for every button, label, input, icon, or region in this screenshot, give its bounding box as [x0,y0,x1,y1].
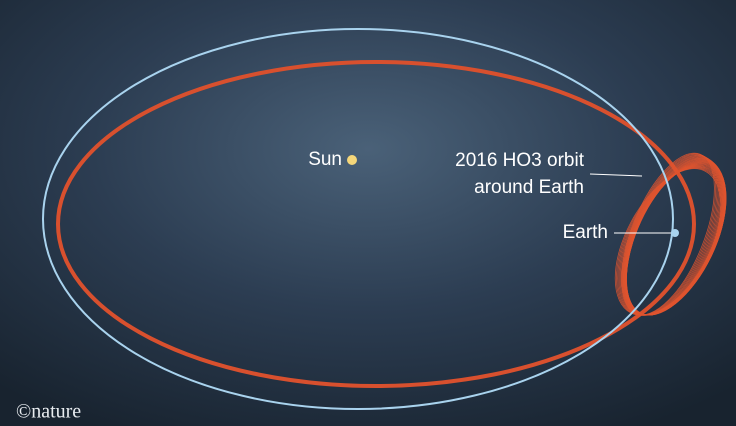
diagram: Sun 2016 HO3 orbit around Earth Earth ©n… [0,0,736,426]
page: Sun 2016 HO3 orbit around Earth Earth ©n… [0,0,736,426]
orbit-label: 2016 HO3 orbit [455,150,585,171]
earth [671,229,679,237]
sun-label: Sun [308,149,342,170]
orbit-label: around Earth [474,177,584,198]
credit: ©nature [16,401,81,423]
earth-label: Earth [563,222,608,243]
sun [347,155,357,165]
